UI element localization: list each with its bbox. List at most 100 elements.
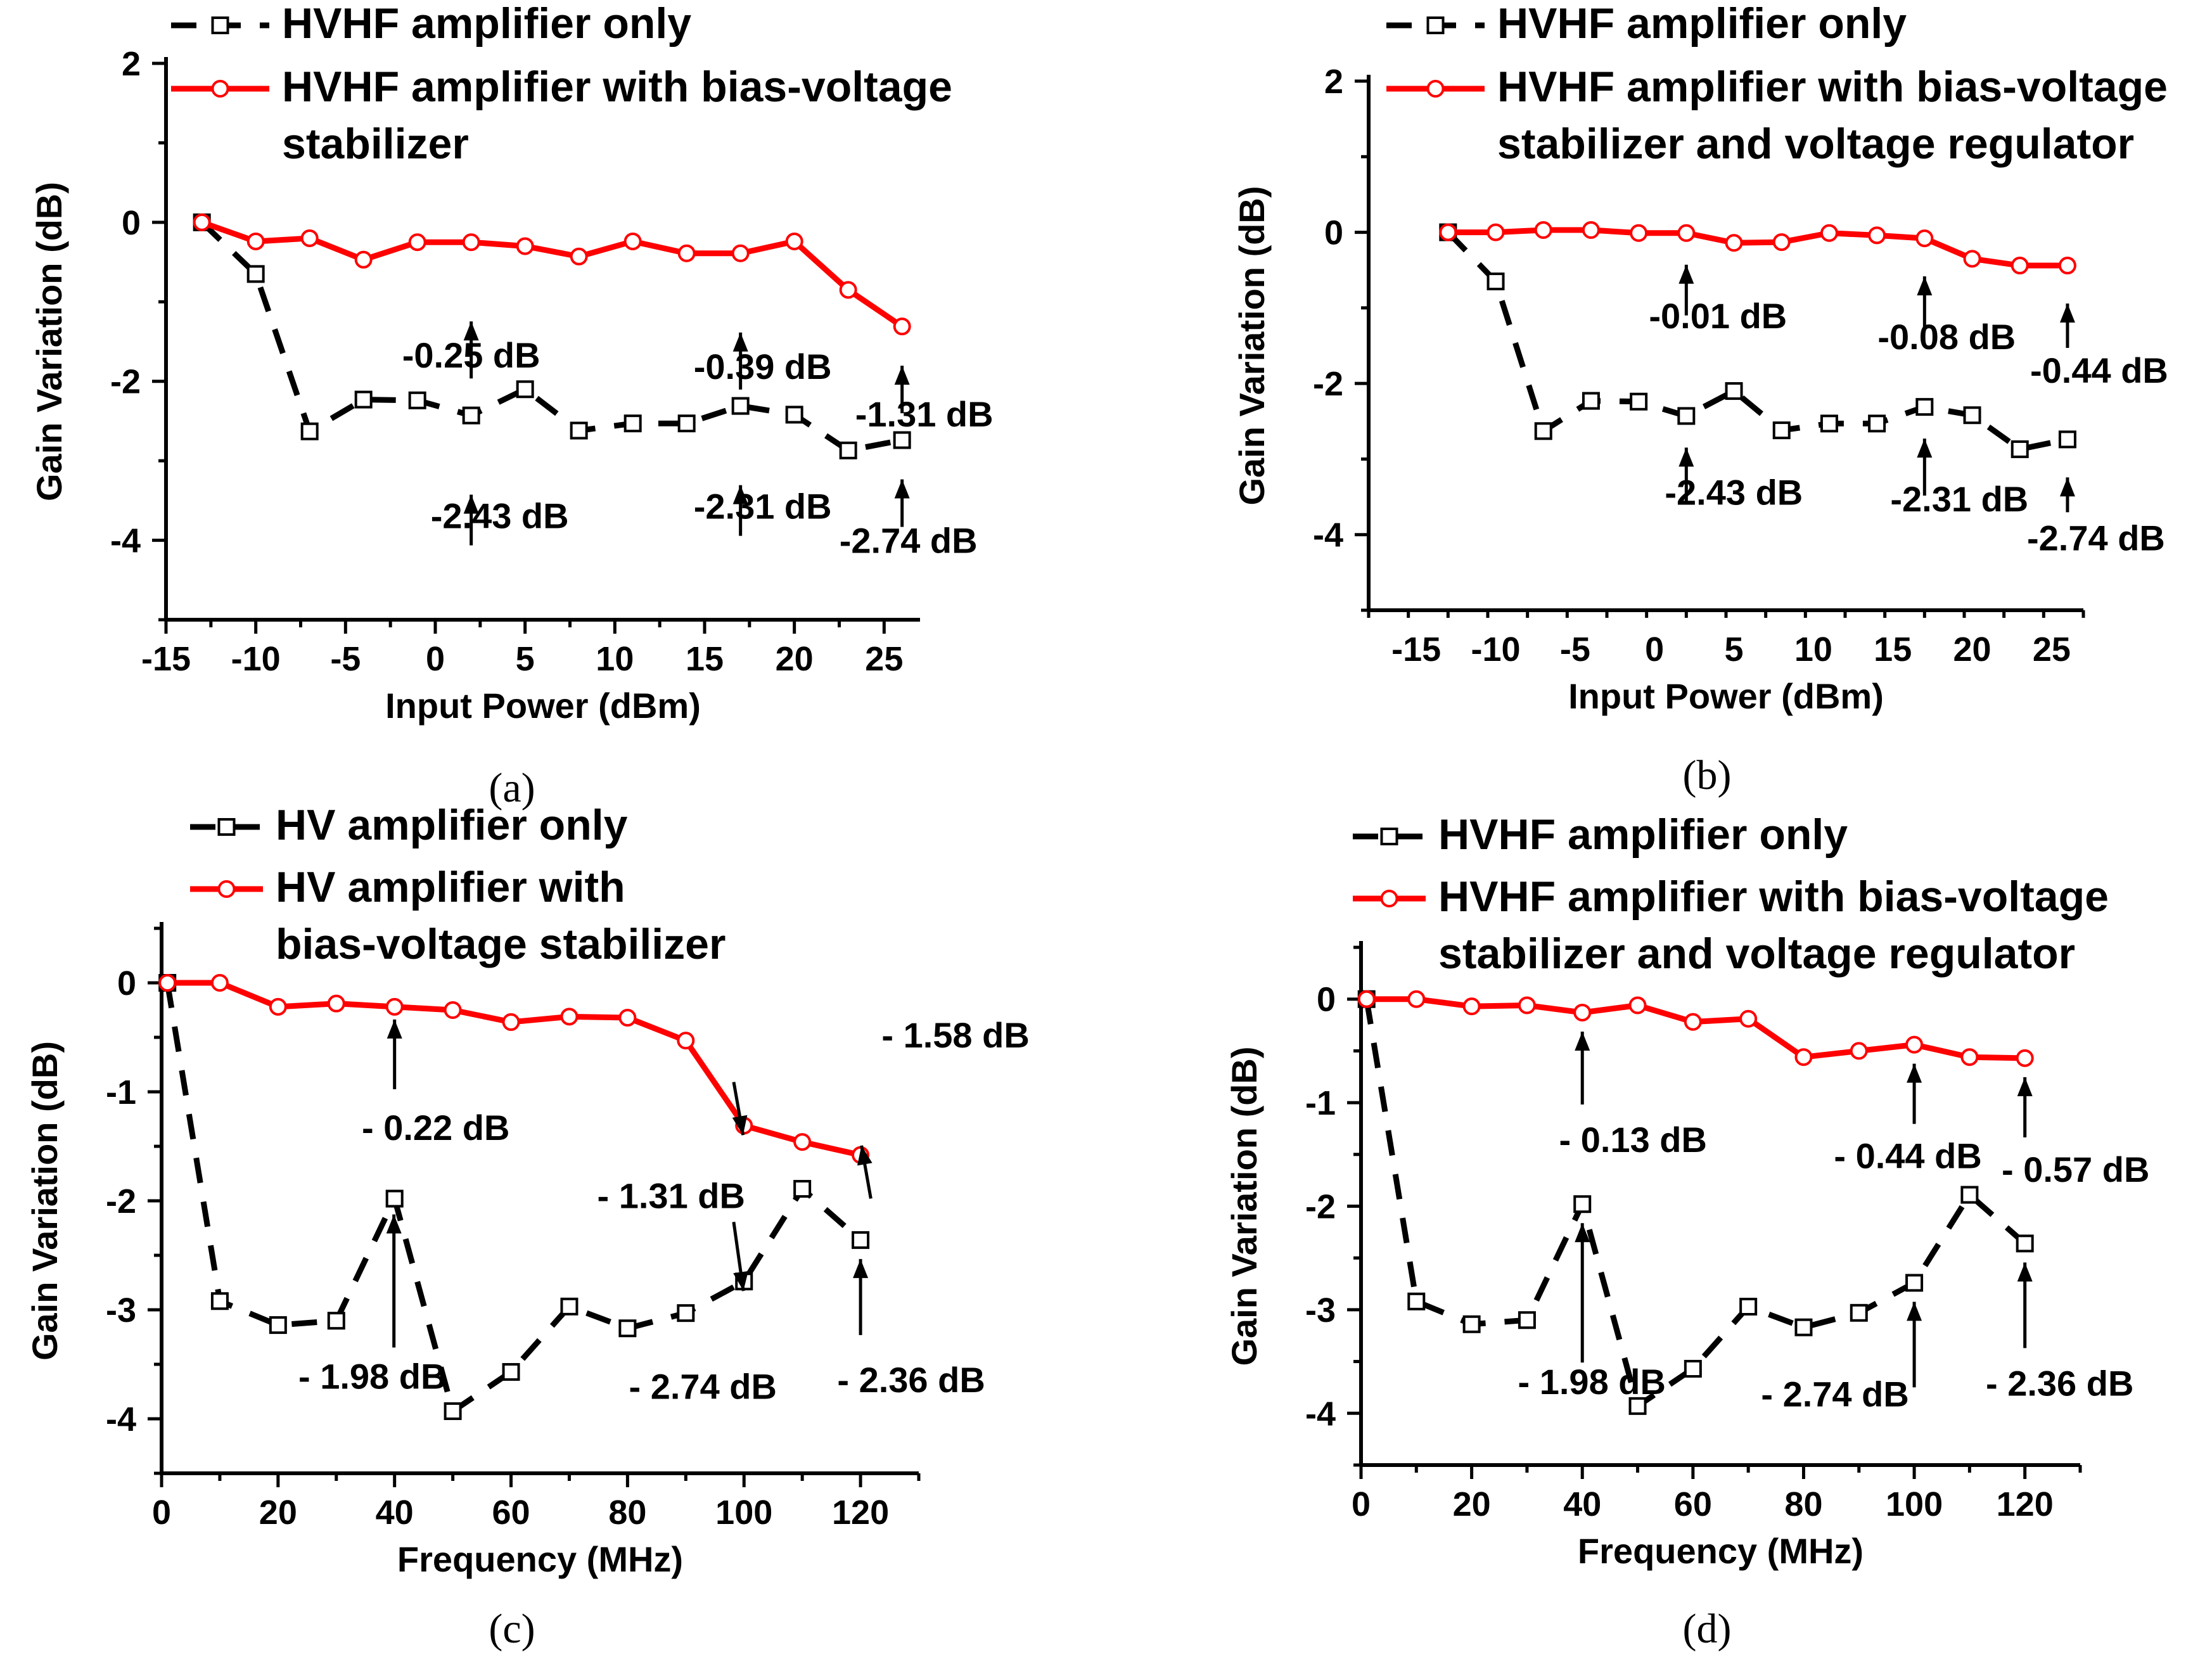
y-axis-title: Gain Variation (dB) [25,1041,65,1360]
x-tick-label: 15 [1874,631,1912,669]
data-point-square [1582,392,1600,410]
data-point-circle [1960,1048,1979,1066]
x-axis-title: Input Power (dBm) [385,686,701,726]
data-point-circle [560,1008,579,1026]
data-point-square [1772,421,1791,440]
y-tick-label: -2 [106,1182,136,1220]
data-point-circle [1407,990,1426,1008]
x-tick-label: -5 [1560,631,1590,669]
data-point-square [1407,1292,1426,1310]
data-point-circle [1725,234,1743,252]
data-point-square [1534,422,1552,440]
y-tick-label: 0 [117,964,136,1002]
data-point-circle [1677,224,1696,242]
legend-entry-text: HVHF amplifier with bias-voltage [1497,63,2168,111]
data-point-circle [1915,229,1934,248]
data-point-circle [1963,250,1981,268]
y-tick-label: 0 [1324,214,1343,252]
annotation-arrow-head [853,1258,869,1278]
data-point-square [893,431,911,449]
data-point-square [2011,440,2029,458]
annotation-arrow-head [387,1019,402,1039]
data-point-square [1905,1274,1924,1292]
data-point-square [1960,1186,1979,1204]
x-tick-label: 5 [516,640,535,678]
legend-entry-text: HVHF amplifier only [1497,0,1907,48]
x-tick-label: 120 [832,1494,889,1532]
data-point-circle [839,281,857,299]
data-point-circle [1518,996,1536,1015]
annotation-label: - 2.74 dB [629,1366,777,1406]
data-point-square [1677,407,1696,425]
x-tick-label: 0 [152,1494,171,1532]
annotation-label: - 0.44 dB [1834,1136,1981,1176]
legend-marker-square [211,16,229,34]
annotation-arrow-head [2059,304,2075,323]
data-point-circle [785,232,803,250]
x-tick-label: 5 [1725,631,1744,669]
data-point-circle [502,1013,520,1031]
data-point-circle [677,1032,695,1050]
data-point-square [1963,406,1981,425]
data-point-circle [1462,997,1481,1016]
data-point-circle [677,244,696,262]
legend-entry-text: stabilizer [282,120,469,168]
data-point-square [560,1297,579,1316]
x-tick-label: -15 [141,640,191,678]
y-tick-label: -1 [106,1073,136,1111]
data-point-circle [1820,224,1838,242]
legend-entry-text: stabilizer and voltage regulator [1438,930,2075,978]
x-tick-label: 20 [1453,1485,1491,1523]
data-point-square [2016,1234,2034,1253]
annotation-label: - 1.98 dB [1518,1362,1666,1402]
annotation-arrow-head [732,1115,748,1136]
y-axis-title: Gain Variation (dB) [1224,1046,1264,1366]
data-point-circle [1684,1013,1702,1031]
annotation-label: - 1.31 dB [598,1175,745,1215]
annotation-label: - 2.36 dB [1986,1363,2133,1403]
data-point-square [210,1292,229,1310]
annotation-label: -2.31 dB [1890,479,2028,519]
annotation-arrow-head [463,321,479,341]
data-point-circle [2058,257,2076,275]
annotation-arrow-head [857,1145,873,1166]
annotation-arrow-head [1917,439,1933,458]
data-point-circle [193,213,211,231]
data-point-square [1462,1315,1481,1333]
x-tick-label: 100 [715,1494,772,1532]
data-point-square [618,1319,637,1338]
x-tick-label: 80 [1784,1485,1822,1523]
legend-marker-circle [211,80,229,98]
data-point-square [852,1231,870,1249]
data-point-square [1486,272,1505,291]
data-point-square [1820,414,1838,433]
x-axis-title: Frequency (MHz) [1578,1531,1864,1571]
annotation-label: -2.43 dB [1665,472,1803,512]
y-tick-label: -2 [1313,365,1343,403]
annotation-label: -2.74 dB [2027,518,2165,558]
annotation-arrow-head [1678,264,1694,284]
data-point-square [731,397,750,415]
legend-entry-text: HVHF amplifier with bias-voltage [282,63,952,111]
data-point-circle [1905,1035,1924,1054]
chart-panel-d: 0 20 40 60 80 100 120 0 -1 -2 -3 -4 Frequency (MHz) G… [1224,810,2149,1652]
data-point-square [793,1180,812,1198]
legend-marker-square [1380,828,1398,845]
y-axis-title: Gain Variation (dB) [29,182,69,501]
data-point-square [444,1402,462,1420]
data-point-square [623,414,642,433]
x-axis-title: Input Power (dBm) [1568,676,1884,716]
annotation-arrow-head [1678,447,1694,467]
x-tick-label: 60 [492,1494,530,1532]
x-tick-label: 100 [1886,1485,1943,1523]
legend-entry-text: bias-voltage stabilizer [276,920,726,968]
legend-marker-circle [1380,890,1398,907]
annotation-label: -0.44 dB [2030,350,2168,390]
x-tick-label: 80 [608,1494,646,1532]
annotation-arrow-head [463,494,479,514]
data-point-circle [570,247,588,266]
annotation-arrow-head [894,479,910,499]
series-line-0 [200,220,903,454]
data-point-circle [1630,224,1648,242]
